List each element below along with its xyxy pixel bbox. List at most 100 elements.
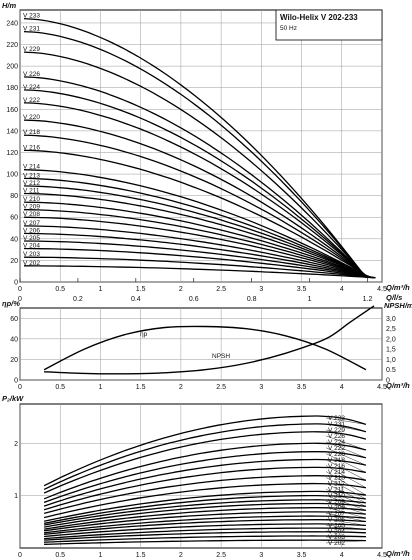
x-tick-label: 3 — [259, 384, 263, 391]
curve-v-226 — [43, 442, 367, 500]
leader-line — [325, 530, 366, 533]
curve-v-206 — [23, 232, 374, 279]
leader-line — [325, 471, 367, 496]
curve-label: V 208 — [328, 504, 345, 511]
curve-label: V 229 — [23, 46, 40, 53]
leader-line — [325, 435, 366, 451]
curve-label: V 214 — [328, 469, 345, 476]
curve-v-204 — [44, 531, 366, 541]
leader-line — [325, 423, 366, 432]
curve-label: NPSH — [212, 353, 230, 360]
y-tick-label: 180 — [6, 85, 18, 92]
curve-v-213 — [43, 494, 366, 525]
y-tick-label: 200 — [6, 64, 18, 71]
x-tick-label: 4.5 — [377, 384, 387, 391]
y-tick-label: 0 — [14, 378, 18, 385]
x-tick-label: 0 — [18, 384, 22, 391]
chart-title: Wilo-Helix V 202-233 — [280, 13, 358, 22]
x-tick-label: 2.5 — [216, 384, 226, 391]
curve-label: V 214 — [23, 164, 40, 171]
curve-v-203 — [23, 256, 376, 279]
curve-label: V 231 — [328, 421, 345, 428]
x-tick-label: 4.5 — [377, 552, 387, 559]
y-tick-label: 240 — [6, 20, 18, 27]
curve-label: V 202 — [328, 540, 345, 547]
x-tick-label: 2.5 — [216, 286, 226, 293]
curve-label: V 212 — [23, 180, 40, 187]
curve-v-224 — [23, 89, 369, 279]
curve-label: V 204 — [328, 528, 345, 535]
x-axis-title: Q/m³/h — [386, 549, 410, 558]
curve-v-212 — [43, 499, 366, 526]
curve-v-207 — [44, 519, 366, 536]
chart-subtitle: 50 Hz — [280, 25, 297, 32]
x-tick-label: 1.5 — [136, 286, 146, 293]
curve-v-216 — [23, 149, 370, 279]
curve-label: V 226 — [328, 433, 345, 440]
curve-label: V 207 — [23, 220, 40, 227]
secondary-x-tick-label: 0.8 — [247, 296, 257, 303]
leader-line — [325, 429, 366, 440]
curve-v-220 — [23, 119, 370, 279]
x-tick-label: 4 — [340, 286, 344, 293]
x-tick-label: 0.5 — [55, 552, 65, 559]
y-tick-label: 2 — [14, 441, 18, 448]
curve-label: V 213 — [328, 475, 345, 482]
y-tick-label: 60 — [10, 215, 18, 222]
leader-line — [325, 489, 366, 507]
y-tick-label: 40 — [10, 336, 18, 343]
x-tick-label: 3.5 — [297, 552, 307, 559]
y-tick-label: 60 — [10, 316, 18, 323]
curve-label: V 220 — [328, 451, 345, 458]
curve-v-212 — [23, 185, 372, 279]
x-tick-label: 4 — [340, 384, 344, 391]
curve-v-207 — [23, 225, 374, 279]
curve-label: V 211 — [328, 487, 345, 494]
leader-line — [325, 465, 367, 488]
curve-label: V 220 — [23, 114, 40, 121]
x-tick-label: 3 — [259, 286, 263, 293]
curve-label: V 212 — [328, 481, 345, 488]
x-axis-title: Q/m³/h — [386, 381, 410, 390]
y-tick-label: 20 — [10, 357, 18, 364]
curve-v-229 — [43, 431, 367, 494]
curve-label: V 207 — [328, 510, 345, 517]
curve-label: V 203 — [328, 534, 345, 541]
curve-v-210 — [44, 507, 366, 530]
x-tick-label: 4 — [340, 552, 344, 559]
curve-v-233 — [23, 17, 367, 279]
y-tick-label: 120 — [6, 150, 18, 157]
curve-v-208 — [44, 515, 366, 534]
right-y-tick-label: 2,0 — [386, 336, 396, 343]
curve-v-224 — [43, 451, 367, 504]
x-tick-label: 1 — [98, 286, 102, 293]
curve-label: V 202 — [23, 260, 40, 267]
secondary-x-tick-label: 1.2 — [363, 296, 373, 303]
curve-label: V 204 — [23, 243, 40, 250]
leader-line — [325, 495, 366, 511]
x-tick-label: 3.5 — [297, 384, 307, 391]
y-axis-title: P₂/kW — [2, 394, 24, 403]
secondary-x-tick-label: 0.6 — [189, 296, 199, 303]
x-tick-label: 1 — [98, 384, 102, 391]
leader-line — [325, 507, 366, 519]
title-box — [275, 9, 383, 41]
curve-v-204 — [23, 247, 375, 279]
y-axis-title: ηp/% — [2, 299, 20, 308]
curve-v-213 — [23, 177, 371, 279]
curve-v-203 — [44, 535, 366, 543]
curve-label: V 209 — [328, 499, 345, 506]
secondary-x-tick-label: 0 — [18, 296, 22, 303]
y-tick-label: 140 — [6, 128, 18, 135]
curve-label: V 203 — [23, 251, 40, 258]
leader-line — [325, 447, 366, 466]
y-tick-label: 220 — [6, 42, 18, 49]
x-tick-label: 0.5 — [55, 286, 65, 293]
curve-eta — [43, 325, 367, 371]
curve-label: V 226 — [23, 71, 40, 78]
leader-line — [325, 483, 366, 504]
leader-line — [325, 501, 366, 515]
curve-v-208 — [23, 216, 373, 279]
curve-label: V 209 — [23, 204, 40, 211]
